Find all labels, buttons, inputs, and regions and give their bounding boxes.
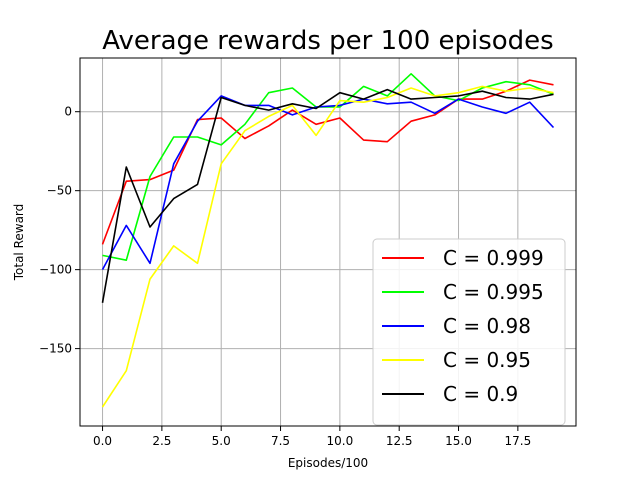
x-tick-label: 10.0: [327, 434, 354, 448]
legend-label-4: C = 0.9: [443, 382, 518, 406]
legend: C = 0.999 C = 0.995 C = 0.98 C = 0.95 C = 0.…: [372, 238, 566, 426]
x-tick-label: 12.5: [386, 434, 413, 448]
legend-label-1: C = 0.995: [443, 280, 544, 304]
legend-label-3: C = 0.95: [443, 348, 531, 372]
x-tick-label: 7.5: [271, 434, 290, 448]
series-line-4: [101, 88, 554, 303]
y-axis-ticks: −150 −100 −50 0: [39, 105, 80, 356]
series-line-3: [101, 85, 554, 408]
legend-box: [372, 238, 566, 426]
chart-title: Average rewards per 100 episodes: [102, 26, 553, 56]
series-line-0: [101, 79, 554, 245]
y-tick-label: 0: [64, 105, 72, 119]
plot-frame: [79, 57, 577, 427]
y-tick-label: −50: [47, 184, 72, 198]
y-tick-label: −150: [39, 342, 72, 356]
series-lines: [101, 73, 555, 408]
series-line-2: [101, 95, 555, 270]
legend-label-2: C = 0.98: [443, 314, 531, 338]
x-tick-label: 0.0: [93, 434, 112, 448]
x-axis-label: Episodes/100: [288, 456, 368, 470]
x-axis-ticks: 0.0 2.5 5.0 7.5 10.0 12.5 15.0 17.5: [93, 426, 531, 448]
x-tick-label: 15.0: [445, 434, 472, 448]
legend-label-0: C = 0.999: [443, 246, 544, 270]
y-tick-label: −100: [39, 263, 72, 277]
x-tick-label: 2.5: [152, 434, 171, 448]
x-tick-label: 5.0: [212, 434, 231, 448]
x-tick-label: 17.5: [504, 434, 531, 448]
y-axis-label: Total Reward: [12, 204, 26, 282]
